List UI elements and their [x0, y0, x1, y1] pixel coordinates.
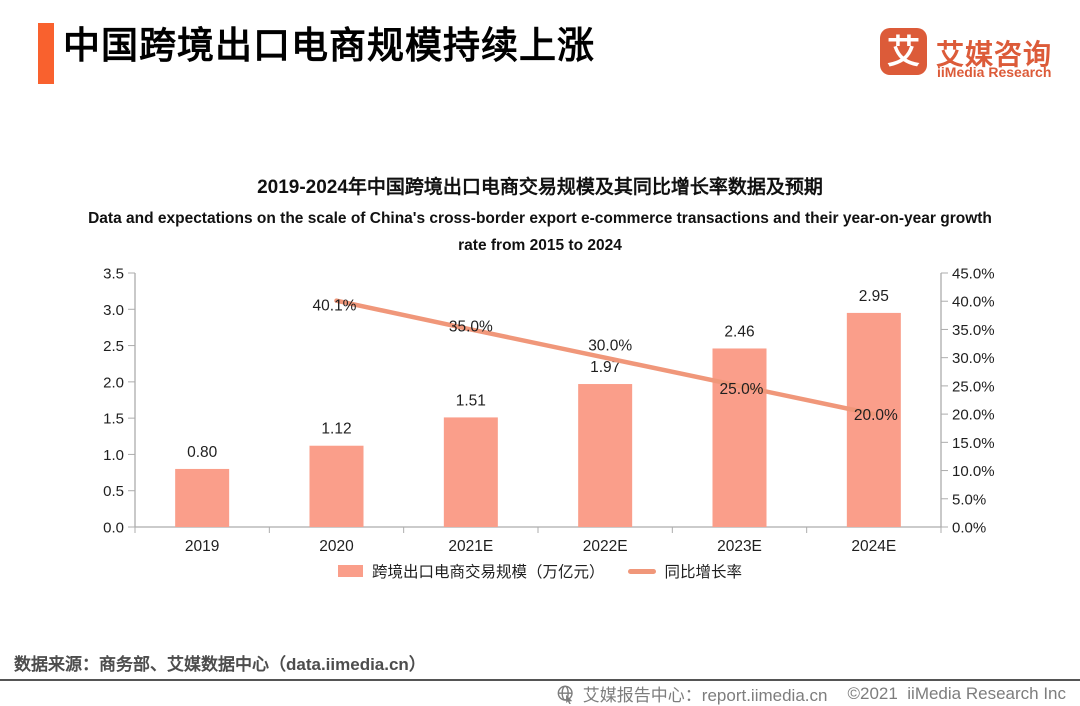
- legend-bar-label: 跨境出口电商交易规模（万亿元）: [371, 564, 605, 581]
- chart-subtitle-line1: Data and expectations on the scale of Ch…: [88, 210, 992, 227]
- legend-line-label: 同比增长率: [664, 564, 743, 581]
- x-axis-label: 2023E: [717, 538, 762, 555]
- legend-line-swatch-icon: [627, 568, 656, 574]
- line-value-label: 30.0%: [588, 338, 632, 355]
- bar-value-label: 2.95: [859, 288, 889, 305]
- right-axis-label: 10.0%: [952, 463, 995, 480]
- right-axis-label: 35.0%: [952, 322, 995, 339]
- line-value-label: 35.0%: [449, 318, 493, 335]
- right-axis-label: 0.0%: [952, 520, 986, 537]
- chart-legend: 跨境出口电商交易规模（万亿元） 同比增长率: [0, 560, 1080, 582]
- globe-cursor-icon: [557, 685, 573, 704]
- chart-subtitle: Data and expectations on the scale of Ch…: [0, 205, 1080, 259]
- left-axis-label: 1.0: [103, 447, 124, 464]
- right-axis-label: 25.0%: [952, 378, 995, 395]
- left-axis-label: 1.5: [103, 411, 124, 428]
- line-value-label: 20.0%: [854, 407, 898, 424]
- bar: [578, 384, 633, 527]
- bar: [443, 417, 498, 527]
- right-axis-label: 15.0%: [952, 435, 995, 452]
- copyright-text: ©2021 iiMedia Research Inc: [847, 683, 1066, 703]
- bar: [309, 445, 364, 527]
- right-axis-label: 30.0%: [952, 350, 995, 367]
- left-axis-label: 2.0: [103, 374, 124, 391]
- left-axis-label: 2.5: [103, 338, 124, 355]
- brand-name-cn: 艾媒咨询: [936, 39, 1053, 70]
- bar-value-label: 1.51: [456, 392, 486, 409]
- bar-value-label: 1.97: [590, 359, 620, 376]
- x-axis-label: 2020: [319, 538, 354, 555]
- x-axis-label: 2022E: [583, 538, 628, 555]
- growth-line: [334, 298, 877, 417]
- report-center-link[interactable]: 艾媒报告中心：report.iimedia.cn: [582, 686, 828, 705]
- x-axis-label: 2024E: [851, 538, 896, 555]
- left-axis-label: 0.0: [103, 520, 124, 537]
- bottom-footer: 艾媒报告中心：report.iimedia.cn ©2021 iiMedia R…: [556, 682, 1066, 705]
- brand-logo: 艾 艾媒咨询 iiMedia Research: [880, 28, 1066, 82]
- right-axis-label: 20.0%: [952, 407, 995, 424]
- bar: [712, 348, 767, 527]
- left-axis-label: 0.5: [103, 483, 124, 500]
- right-axis-label: 5.0%: [952, 491, 986, 508]
- x-axis-label: 2021E: [448, 538, 493, 555]
- brand-name-en: iiMedia Research: [937, 64, 1052, 80]
- legend-bar-swatch-icon: [337, 565, 363, 577]
- left-axis-label: 3.0: [103, 302, 124, 319]
- line-value-label: 40.1%: [313, 298, 357, 315]
- bar-value-label: 2.46: [724, 323, 754, 340]
- chart-subtitle-line2: rate from 2015 to 2024: [458, 237, 622, 254]
- x-axis-label: 2019: [185, 538, 219, 555]
- chart-canvas: 0.0 0.5 1.0 1.5 2.0 2.5 3.0 3.5 0.0% 5.0% 10.0% 15.…: [103, 266, 995, 556]
- line-value-label: 25.0%: [720, 381, 764, 398]
- data-source-note: 数据来源：商务部、艾媒数据中心（data.iimedia.cn）: [14, 655, 426, 674]
- chart-title: 2019-2024年中国跨境出口电商交易规模及其同比增长率数据及预期: [257, 177, 823, 198]
- iimedia-logo-icon: 艾: [880, 28, 927, 75]
- bar: [175, 468, 230, 527]
- bar: [846, 312, 901, 527]
- right-axis-label: 45.0%: [952, 266, 995, 283]
- title-accent-bar: [38, 23, 54, 84]
- bar-value-label: 1.12: [321, 421, 351, 438]
- footer-divider: [0, 679, 1080, 681]
- bar-value-label: 0.80: [187, 444, 218, 461]
- page-title: 中国跨境出口电商规模持续上涨: [63, 25, 595, 66]
- left-axis-label: 3.5: [103, 266, 124, 283]
- right-axis-label: 40.0%: [952, 294, 995, 311]
